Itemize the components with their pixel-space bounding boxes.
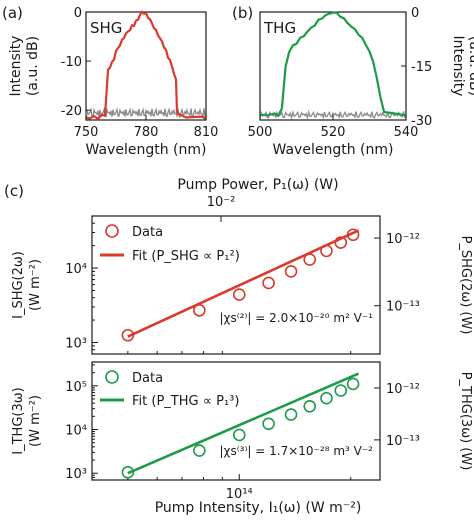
- data-point: [334, 384, 348, 397]
- panel-a-series: [85, 10, 207, 121]
- data-point: [262, 276, 275, 290]
- panel-a-ylabel-2: (a.u. dB): [25, 36, 41, 96]
- panel-b-series: [259, 11, 407, 117]
- data-point: [262, 417, 275, 431]
- panel-a-label: (a): [2, 4, 23, 22]
- data-point: [121, 328, 135, 342]
- panel-b-x-ticks: 500 520 540: [248, 115, 419, 140]
- panel-b-noise-trace: [259, 109, 407, 121]
- pump-intensity-axis-title: Pump Intensity, I₁(ω) (W m⁻²): [155, 500, 362, 516]
- spectrum-line: [259, 11, 407, 117]
- panel-c-thg: 10³ 10⁴ 10⁵ 10⁻¹³ 10⁻¹² 10¹⁴ Data Fit (P_THG …: [11, 361, 473, 502]
- panel-a-xlabel: Wavelength (nm): [86, 142, 207, 158]
- panel-a-y-ticks: 0 -10 -20: [61, 6, 91, 119]
- panel-c-thg-ylabel-1: I_THG(3ω): [11, 387, 26, 454]
- legend-shg-data-marker: [105, 224, 119, 238]
- panel-c-thg-right-ylabel: P_THG(3ω) (W): [458, 372, 473, 471]
- data-point: [232, 428, 246, 442]
- panel-b: THG 500 520 540 0 -15 -30 Wavelength (nm) In…: [248, 6, 474, 158]
- data-point: [320, 244, 333, 258]
- y-tick-label: -15: [411, 60, 432, 75]
- panel-b-label: (b): [232, 4, 253, 22]
- x-tick-label: 520: [321, 125, 346, 140]
- x-tick-label: 810: [194, 125, 219, 140]
- noise-floor-line: [85, 107, 207, 119]
- panel-a-x-ticks: 750 780 810: [74, 115, 219, 140]
- data-point: [193, 304, 206, 317]
- legend-shg-data-label: Data: [132, 225, 163, 240]
- legend-shg-fit-label: Fit (P_SHG ∝ P₁²): [132, 249, 240, 264]
- panel-a: SHG 750 780 810 0 -10 -20 Wavelength (nm) In…: [8, 6, 218, 158]
- panel-b-ylabel-1: Intensity: [450, 36, 466, 97]
- fit-line: [127, 229, 360, 338]
- y-tick-label: -10: [61, 55, 82, 70]
- y-tick-label: -30: [411, 114, 432, 129]
- panel-c-thg-data: [121, 377, 360, 479]
- data-point: [320, 391, 333, 405]
- noise-floor-line: [259, 109, 407, 121]
- panel-b-y-ticks: 0 -15 -30: [401, 6, 432, 129]
- panel-c-shg-fit: [127, 229, 360, 338]
- pump-power-tick-label: 10⁻²: [207, 195, 236, 210]
- panel-a-noise-trace: [85, 107, 207, 119]
- panel-c-thg-frame: [91, 361, 381, 481]
- y-tick-label: 10⁴: [65, 424, 87, 439]
- panel-b-ylabel-2: (a.u. dB): [466, 36, 474, 96]
- data-point: [334, 236, 348, 249]
- y-tick-label: 10³: [65, 336, 87, 351]
- right-y-tick-label: 10⁻¹³: [386, 300, 420, 315]
- y-tick-label: 10⁴: [65, 262, 87, 277]
- data-point: [303, 253, 317, 266]
- panel-c-shg-ylabel-1: I_SHG(2ω): [11, 251, 26, 319]
- panel-a-series-label: SHG: [90, 19, 122, 37]
- data-point: [303, 399, 317, 413]
- y-tick-label: 10⁵: [65, 380, 87, 395]
- legend-thg-data-label: Data: [132, 371, 163, 386]
- spectrum-line: [85, 10, 207, 121]
- panel-c-shg-ticks: 10³ 10⁴ 10⁻¹³ 10⁻¹²: [65, 222, 420, 354]
- fit-line: [127, 372, 360, 475]
- data-point: [346, 228, 360, 242]
- data-point: [284, 408, 298, 421]
- annotation-chi3: |χs⁽³⁾| = 1.7×10⁻²⁸ m³ V⁻²: [219, 444, 373, 458]
- y-tick-label: -20: [61, 104, 82, 119]
- panel-b-series-label: THG: [263, 19, 296, 37]
- panel-b-xlabel: Wavelength (nm): [273, 142, 394, 158]
- data-point: [193, 444, 206, 457]
- pump-power-axis-title: Pump Power, P₁(ω) (W): [177, 177, 338, 193]
- panel-c-shg-data: [121, 228, 360, 342]
- right-y-tick-label: 10⁻¹²: [386, 232, 420, 247]
- panel-c-shg-right-ylabel: P_SHG(2ω) (W): [458, 236, 473, 335]
- y-tick-label: 0: [411, 6, 419, 21]
- data-point: [232, 288, 246, 301]
- panel-c-thg-ylabel-2: (W m⁻²): [28, 395, 43, 447]
- right-y-tick-label: 10⁻¹²: [386, 382, 420, 397]
- panel-c-label: (c): [4, 182, 24, 200]
- x-tick-label: 10¹⁴: [226, 487, 253, 502]
- x-tick-label: 780: [134, 125, 159, 140]
- x-tick-label: 500: [248, 125, 273, 140]
- legend-thg-fit-label: Fit (P_THG ∝ P₁³): [132, 394, 239, 409]
- data-point: [284, 265, 298, 278]
- annotation-chi2: |χs⁽²⁾| = 2.0×10⁻²⁰ m² V⁻¹: [219, 311, 373, 325]
- legend-thg-data-marker: [105, 370, 119, 384]
- panel-a-ylabel-1: Intensity: [8, 36, 24, 97]
- x-tick-label: 750: [74, 125, 99, 140]
- data-point: [121, 466, 135, 479]
- x-tick-label: 540: [394, 125, 419, 140]
- panel-c-shg-ylabel-2: (W m⁻²): [28, 259, 43, 311]
- panel-c-thg-ticks: 10³ 10⁴ 10⁵ 10⁻¹³ 10⁻¹² 10¹⁴: [65, 364, 420, 502]
- right-y-tick-label: 10⁻¹³: [386, 434, 420, 449]
- y-tick-label: 10³: [65, 467, 87, 482]
- y-tick-label: 0: [74, 6, 82, 21]
- panel-c-thg-fit: [127, 372, 360, 475]
- data-point: [346, 377, 360, 391]
